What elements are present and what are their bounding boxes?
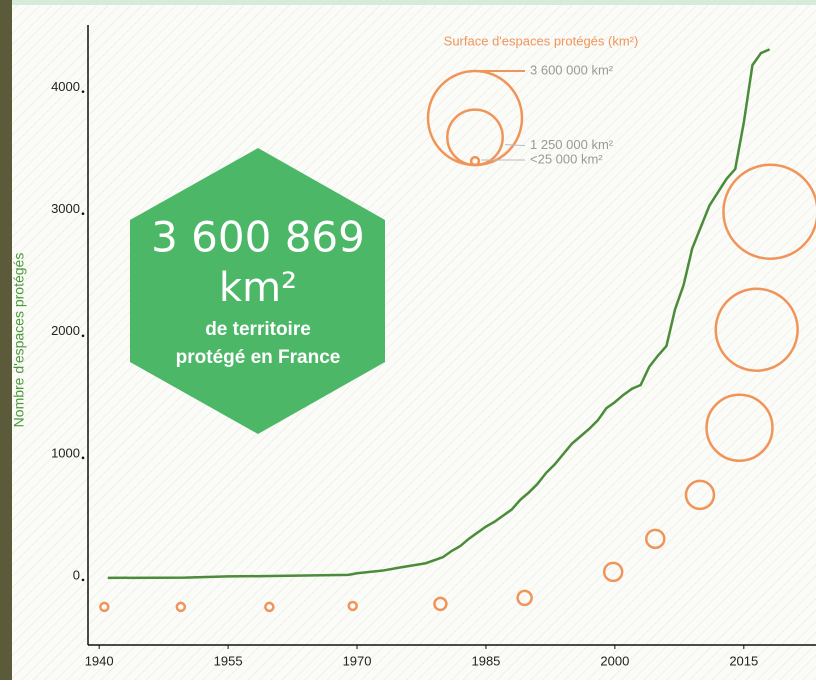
bubble bbox=[722, 163, 816, 260]
y-tick-mark bbox=[81, 334, 85, 338]
y-tick-mark bbox=[81, 212, 85, 216]
x-tick-label: 2015 bbox=[729, 653, 758, 668]
bubble bbox=[714, 287, 799, 372]
size-legend-title: Surface d'espaces protégés (km²) bbox=[444, 33, 639, 48]
bubble bbox=[99, 601, 110, 613]
size-legend-label: <25 000 km² bbox=[530, 151, 603, 166]
bubble bbox=[684, 479, 716, 511]
callout-number: 3 600 869 bbox=[151, 213, 365, 262]
size-legend-circle bbox=[469, 155, 481, 167]
bubble bbox=[433, 596, 448, 612]
callout-hexagon bbox=[130, 148, 385, 434]
bubble bbox=[516, 589, 533, 607]
bubble bbox=[705, 393, 774, 462]
top-strip bbox=[0, 0, 816, 5]
bubble bbox=[602, 561, 624, 583]
bubble bbox=[645, 528, 666, 550]
x-tick-label: 1940 bbox=[85, 653, 114, 668]
x-tick-label: 1985 bbox=[471, 653, 500, 668]
bubble bbox=[347, 600, 358, 612]
x-tick-label: 1955 bbox=[214, 653, 243, 668]
size-legend-label: 1 250 000 km² bbox=[530, 137, 614, 152]
y-tick-mark bbox=[81, 456, 85, 460]
callout-line: de territoire bbox=[205, 319, 311, 340]
size-legend-leader bbox=[504, 144, 526, 147]
line-series bbox=[107, 48, 771, 580]
size-legend-label: 3 600 000 km² bbox=[530, 62, 614, 77]
y-tick-label: 0 bbox=[73, 567, 80, 582]
callout-line: protégé en France bbox=[176, 347, 341, 368]
x-tick-label: 1970 bbox=[343, 653, 372, 668]
y-tick-mark bbox=[81, 90, 85, 93]
y-tick-label: 3000 bbox=[51, 201, 80, 216]
forest-strip bbox=[0, 0, 12, 680]
bubble bbox=[264, 601, 275, 613]
y-tick-label: 4000 bbox=[51, 79, 80, 94]
x-tick-label: 2000 bbox=[600, 653, 629, 668]
callout-unit: km² bbox=[219, 265, 297, 311]
y-tick-label: 1000 bbox=[51, 445, 80, 460]
bubble bbox=[175, 601, 187, 613]
y-axis-label: Nombre d'espaces protégés bbox=[11, 253, 27, 428]
y-tick-mark bbox=[81, 578, 85, 582]
y-tick-label: 2000 bbox=[51, 323, 80, 338]
